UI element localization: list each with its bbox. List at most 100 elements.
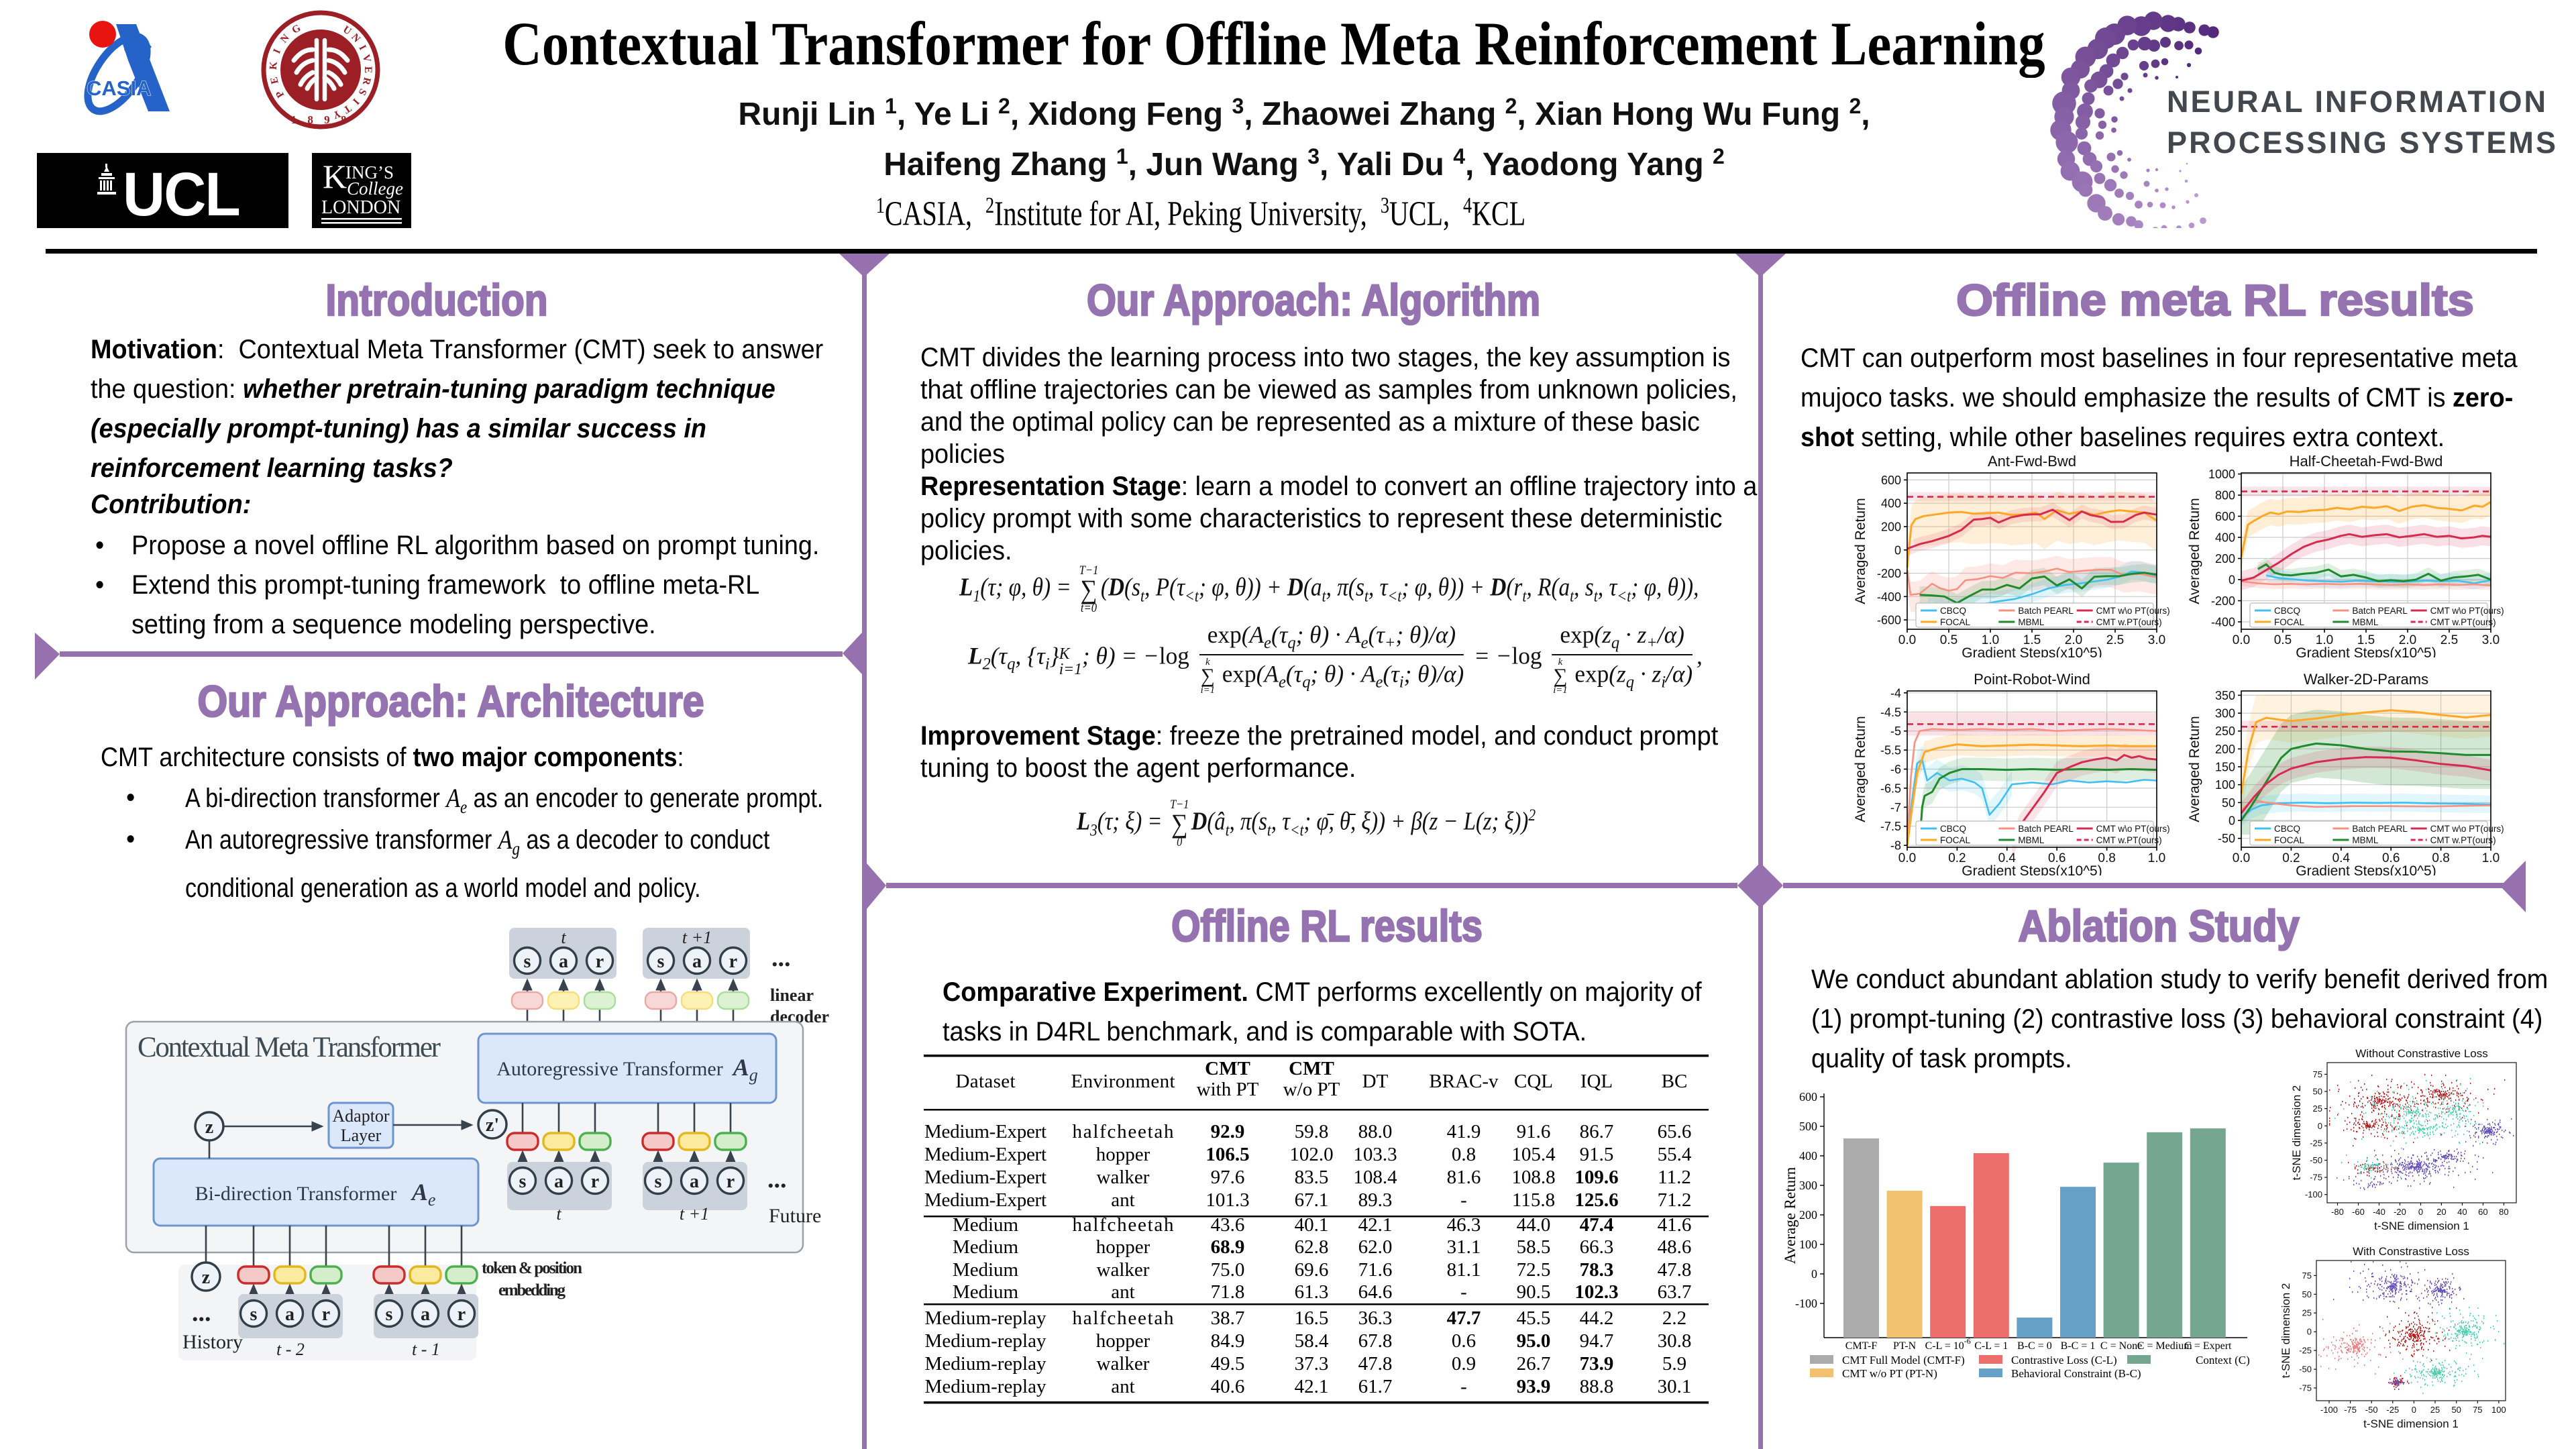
svg-text:88.0: 88.0: [1358, 1121, 1393, 1142]
svg-text:102.0: 102.0: [1289, 1144, 1333, 1165]
svg-text:-400: -400: [1877, 590, 1901, 604]
svg-text:5.9: 5.9: [1662, 1353, 1686, 1375]
svg-text:69.6: 69.6: [1295, 1259, 1329, 1281]
svg-text:0.6: 0.6: [2048, 851, 2065, 865]
svg-text:-20: -20: [2394, 1207, 2406, 1217]
svg-text:108.4: 108.4: [1353, 1167, 1397, 1188]
svg-text:-4: -4: [1890, 686, 1901, 700]
svg-text:-7.5: -7.5: [1880, 820, 1901, 833]
svg-text:linear: linear: [770, 985, 814, 1005]
svg-text:44.0: 44.0: [1517, 1214, 1551, 1236]
svg-text:UCL: UCL: [123, 160, 239, 228]
svg-text:Averaged Return: Averaged Return: [2187, 498, 2202, 604]
svg-text:42.1: 42.1: [1295, 1376, 1329, 1397]
svg-text:CMT w.PT(ours): CMT w.PT(ours): [2430, 835, 2496, 845]
svg-text:-75: -75: [2310, 1173, 2322, 1183]
svg-text:CMT Full Model (CMT-F): CMT Full Model (CMT-F): [1842, 1354, 1965, 1366]
svg-text:Medium-Expert: Medium-Expert: [924, 1121, 1046, 1142]
svg-text:0.9: 0.9: [1452, 1353, 1476, 1375]
svg-text:0.5: 0.5: [1940, 633, 1957, 647]
svg-text:Batch PEARL: Batch PEARL: [2018, 824, 2074, 834]
svg-text:Ant-Fwd-Bwd: Ant-Fwd-Bwd: [1988, 453, 2076, 470]
svg-text:88.8: 88.8: [1580, 1376, 1614, 1397]
svg-text:walker: walker: [1097, 1167, 1150, 1188]
svg-text:0: 0: [1811, 1267, 1817, 1281]
svg-text:50: 50: [2313, 1087, 2322, 1097]
svg-text:History: History: [182, 1331, 243, 1353]
svg-text:0.0: 0.0: [1898, 633, 1916, 647]
svg-text:500: 500: [1799, 1120, 1817, 1133]
svg-text:Future: Future: [769, 1205, 821, 1227]
svg-text:CMT w.PT(ours): CMT w.PT(ours): [2096, 835, 2162, 845]
svg-text:-50: -50: [2365, 1405, 2378, 1415]
svg-text:65.6: 65.6: [1658, 1121, 1692, 1142]
svg-text:81.6: 81.6: [1447, 1167, 1481, 1188]
svg-text:FOCAL: FOCAL: [1940, 835, 1971, 845]
svg-text:62.8: 62.8: [1295, 1236, 1329, 1258]
svg-text:C-L = 1: C-L = 1: [1974, 1340, 2008, 1352]
svg-text:embedding: embedding: [498, 1281, 566, 1299]
svg-text:108.8: 108.8: [1511, 1167, 1555, 1188]
svg-text:3.0: 3.0: [2148, 633, 2165, 647]
svg-text:58.4: 58.4: [1295, 1330, 1329, 1352]
svg-text:1000: 1000: [2208, 468, 2235, 481]
svg-text:200: 200: [2215, 552, 2235, 566]
svg-text:z: z: [202, 1267, 210, 1288]
svg-text:t-SNE dimension 2: t-SNE dimension 2: [2290, 1085, 2303, 1181]
svg-text:Averaged Return: Averaged Return: [1853, 498, 1868, 604]
svg-text:-5: -5: [1890, 724, 1901, 738]
svg-text:halfcheetah: halfcheetah: [1073, 1214, 1175, 1236]
svg-text:ant: ant: [1111, 1189, 1134, 1211]
svg-text:36.3: 36.3: [1358, 1307, 1393, 1329]
svg-text:50: 50: [2222, 796, 2235, 810]
svg-text:-600: -600: [1877, 614, 1901, 627]
svg-text:0.5: 0.5: [2274, 633, 2292, 647]
svg-text:2.0: 2.0: [2065, 633, 2082, 647]
svg-text:-80: -80: [2331, 1207, 2344, 1217]
svg-text:r: r: [596, 951, 604, 972]
svg-text:30.8: 30.8: [1658, 1330, 1692, 1352]
svg-text:84.9: 84.9: [1211, 1330, 1245, 1352]
svg-text:MBML: MBML: [2018, 835, 2044, 845]
svg-text:CBCQ: CBCQ: [2274, 824, 2300, 834]
svg-text:CMT w.PT(ours): CMT w.PT(ours): [2430, 617, 2496, 627]
svg-text:NEURAL INFORMATION: NEURAL INFORMATION: [2167, 85, 2546, 119]
svg-text:0: 0: [2318, 1121, 2322, 1131]
svg-text:Autoregressive Transformer Ag: Autoregressive Transformer Ag: [496, 1054, 757, 1085]
svg-text:Y: Y: [331, 107, 342, 121]
svg-text:75.0: 75.0: [1211, 1259, 1245, 1281]
svg-text:ant: ant: [1111, 1281, 1134, 1303]
svg-text:-50: -50: [2310, 1155, 2322, 1165]
svg-text:95.0: 95.0: [1517, 1330, 1551, 1352]
svg-text:t: t: [561, 928, 566, 947]
svg-text:350: 350: [2215, 689, 2235, 702]
svg-text:40.6: 40.6: [1211, 1376, 1245, 1397]
svg-text:Dataset: Dataset: [956, 1071, 1016, 1092]
svg-text:0: 0: [2418, 1207, 2423, 1217]
svg-text:Medium-replay: Medium-replay: [925, 1376, 1047, 1397]
svg-text:a: a: [559, 951, 568, 972]
svg-text:C = Medium: C = Medium: [2137, 1340, 2192, 1352]
svg-text:25: 25: [2430, 1405, 2440, 1415]
svg-text:0: 0: [2412, 1405, 2416, 1415]
svg-text:25: 25: [2302, 1308, 2312, 1318]
svg-text:105.4: 105.4: [1511, 1144, 1556, 1165]
svg-text:0.2: 0.2: [1948, 851, 1966, 865]
svg-text:41.6: 41.6: [1658, 1214, 1692, 1236]
svg-text:-100: -100: [2320, 1405, 2338, 1415]
svg-text:101.3: 101.3: [1205, 1189, 1249, 1211]
svg-text:Averaged Return: Averaged Return: [1853, 716, 1868, 822]
svg-text:75: 75: [2473, 1405, 2482, 1415]
svg-text:t - 1: t - 1: [412, 1340, 440, 1359]
svg-text:250: 250: [2215, 724, 2235, 738]
svg-text:w/o PT: w/o PT: [1283, 1079, 1340, 1100]
svg-text:-100: -100: [1795, 1297, 1817, 1310]
svg-text:C = Expert: C = Expert: [2184, 1340, 2232, 1352]
svg-text:67.1: 67.1: [1295, 1189, 1329, 1211]
svg-text:hopper: hopper: [1096, 1330, 1150, 1352]
svg-text:47.7: 47.7: [1447, 1307, 1481, 1329]
svg-text:31.1: 31.1: [1447, 1236, 1481, 1258]
svg-text:walker: walker: [1097, 1259, 1150, 1281]
svg-text:89.3: 89.3: [1358, 1189, 1393, 1211]
svg-text:1.0: 1.0: [2148, 851, 2165, 865]
